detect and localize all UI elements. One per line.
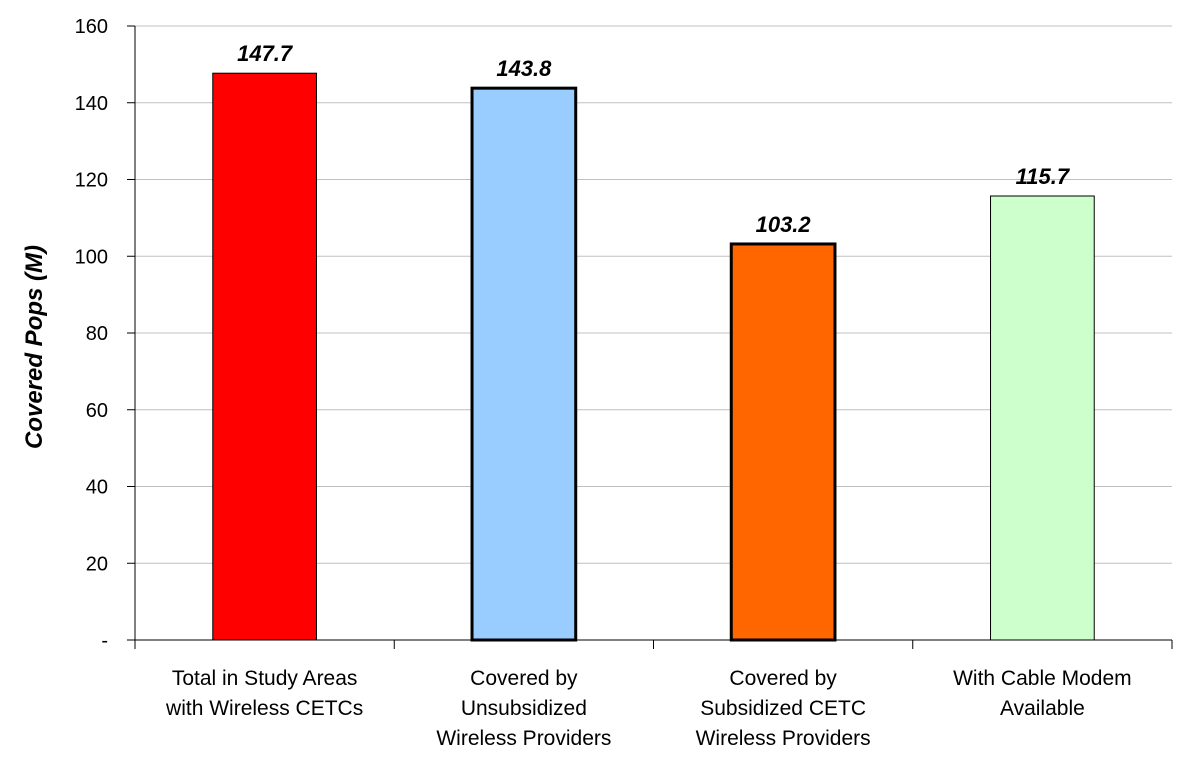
y-tick-label: 20 bbox=[86, 553, 108, 575]
x-category-label: Total in Study Areas bbox=[172, 667, 358, 690]
x-category-label: Available bbox=[1000, 697, 1085, 720]
x-category-label: Covered by bbox=[470, 667, 578, 690]
x-category-label: Wireless Providers bbox=[696, 727, 871, 750]
y-tick-label: 100 bbox=[75, 246, 108, 268]
bar bbox=[990, 195, 1095, 641]
x-category-label: With Cable Modem bbox=[953, 667, 1132, 690]
data-label: 115.7 bbox=[1016, 164, 1071, 189]
bar bbox=[212, 72, 317, 641]
x-axis: Total in Study Areas with Wireless CETCs C… bbox=[134, 639, 1173, 750]
data-labels: 147.7 143.8 103.2 115.7 bbox=[237, 41, 1071, 237]
data-label: 103.2 bbox=[756, 212, 812, 237]
x-category-label: Wireless Providers bbox=[436, 727, 611, 750]
data-label: 147.7 bbox=[237, 41, 294, 66]
bar bbox=[729, 242, 837, 642]
x-category-label: Covered by bbox=[729, 667, 837, 690]
x-category-label: Subsidized CETC bbox=[700, 697, 866, 720]
y-axis: - 20 40 60 80 100 120 140 160 bbox=[75, 16, 136, 652]
y-tick-label: 160 bbox=[75, 16, 108, 38]
y-tick-label: - bbox=[101, 630, 108, 652]
y-tick-label: 80 bbox=[86, 323, 108, 345]
y-tick-label: 60 bbox=[86, 400, 108, 422]
x-category-label: with Wireless CETCs bbox=[165, 697, 363, 720]
x-category-label: Unsubsidized bbox=[461, 697, 587, 720]
y-tick-label: 40 bbox=[86, 477, 108, 499]
bars bbox=[212, 72, 1095, 642]
y-tick-label: 140 bbox=[75, 93, 108, 115]
data-label: 143.8 bbox=[496, 56, 552, 81]
y-axis-title: Covered Pops (M) bbox=[21, 245, 48, 449]
y-tick-label: 120 bbox=[75, 170, 108, 192]
bar bbox=[470, 86, 578, 642]
